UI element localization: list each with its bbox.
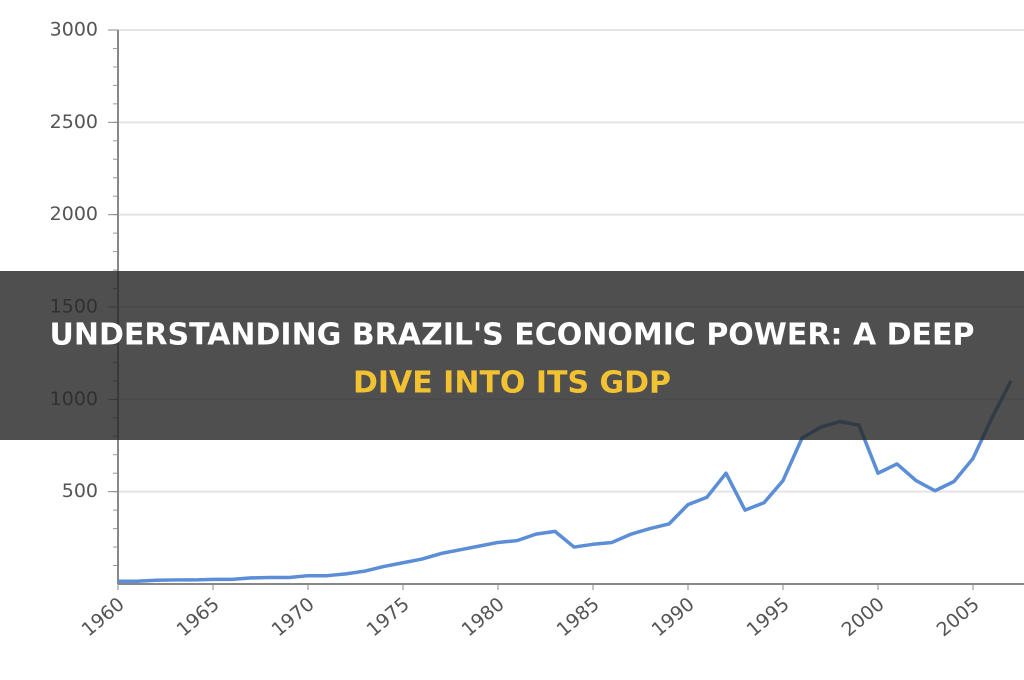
x-tick-label: 1975 bbox=[363, 593, 414, 641]
banner-line: DIVE INTO ITS GDP bbox=[353, 366, 671, 401]
x-tick-label: 1970 bbox=[268, 593, 319, 641]
x-tick-label: 1990 bbox=[648, 593, 699, 641]
y-tick-label: 3000 bbox=[50, 19, 98, 41]
x-tick-label: 2005 bbox=[933, 593, 984, 641]
x-tick-label: 1965 bbox=[173, 593, 224, 641]
x-tick-label: 1995 bbox=[743, 593, 794, 641]
y-tick-label: 500 bbox=[62, 480, 98, 502]
y-tick-label: 2500 bbox=[50, 111, 98, 133]
x-tick-label: 1960 bbox=[78, 593, 129, 641]
y-tick-label: 2000 bbox=[50, 203, 98, 225]
banner-line: UNDERSTANDING BRAZIL'S ECONOMIC POWER: A… bbox=[50, 318, 975, 353]
x-tick-label: 2000 bbox=[838, 593, 889, 641]
x-tick-label: 1980 bbox=[458, 593, 509, 641]
x-tick-label: 1985 bbox=[553, 593, 604, 641]
banner bbox=[0, 271, 1024, 440]
